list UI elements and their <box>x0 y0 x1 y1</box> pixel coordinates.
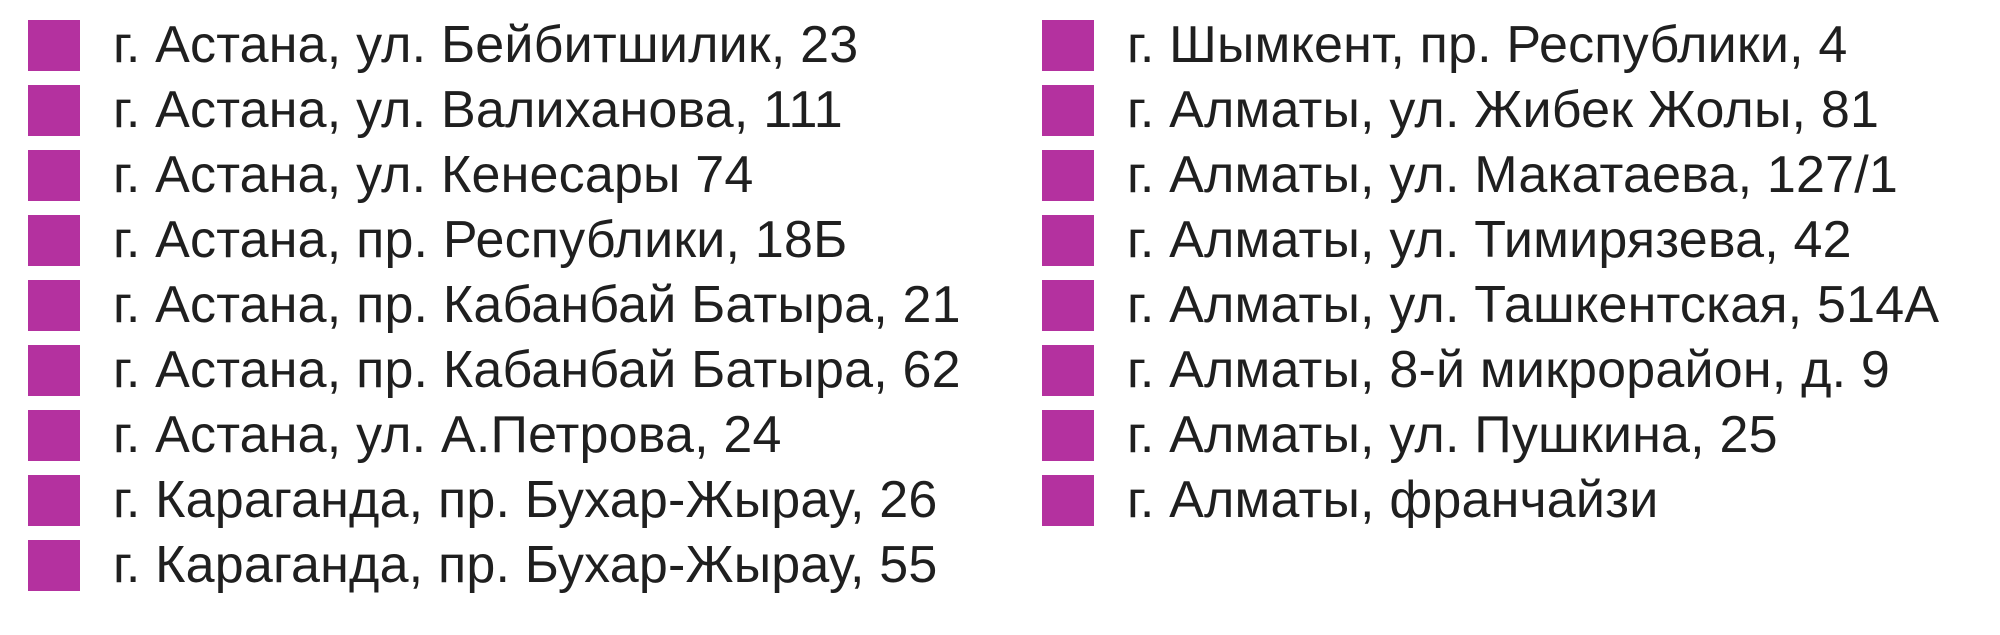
address-item: г. Караганда, пр. Бухар-Жырау, 55 <box>28 536 961 594</box>
bullet-square-icon <box>28 20 80 71</box>
address-label: г. Астана, пр. Кабанбай Батыра, 62 <box>113 341 961 399</box>
address-label: г. Караганда, пр. Бухар-Жырау, 26 <box>113 471 938 529</box>
address-label: г. Алматы, ул. Пушкина, 25 <box>1127 406 1778 464</box>
bullet-square-icon <box>28 410 80 461</box>
bullet-square-icon <box>1042 475 1094 526</box>
address-label: г. Астана, ул. Кенесары 74 <box>113 146 754 204</box>
bullet-square-icon <box>28 475 80 526</box>
address-item: г. Алматы, ул. Ташкентская, 514А <box>1042 276 1940 334</box>
bullet-square-icon <box>1042 345 1094 396</box>
bullet-square-icon <box>28 540 80 591</box>
address-item: г. Алматы, ул. Жибек Жолы, 81 <box>1042 81 1939 139</box>
address-label: г. Алматы, ул. Ташкентская, 514А <box>1127 276 1940 334</box>
bullet-square-icon <box>1042 20 1094 71</box>
address-item: г. Алматы, ул. Пушкина, 25 <box>1042 406 1939 464</box>
bullet-square-icon <box>1042 280 1094 331</box>
address-item: г. Алматы, ул. Тимирязева, 42 <box>1042 211 1939 269</box>
address-label: г. Караганда, пр. Бухар-Жырау, 55 <box>113 536 938 594</box>
address-item: г. Астана, ул. Бейбитшилик, 23 <box>28 16 961 74</box>
address-label: г. Алматы, ул. Макатаева, 127/1 <box>1127 146 1898 204</box>
address-label: г. Астана, ул. Бейбитшилик, 23 <box>113 16 859 74</box>
address-item: г. Астана, ул. Кенесары 74 <box>28 146 961 204</box>
address-item: г. Алматы, ул. Макатаева, 127/1 <box>1042 146 1939 204</box>
address-label: г. Астана, пр. Республики, 18Б <box>113 211 848 269</box>
address-item: г. Астана, ул. Валиханова, 111 <box>28 81 961 139</box>
address-label: г. Шымкент, пр. Республики, 4 <box>1127 16 1848 74</box>
address-label: г. Астана, ул. Валиханова, 111 <box>113 81 843 139</box>
address-item: г. Астана, пр. Республики, 18Б <box>28 211 961 269</box>
address-column-left: г. Астана, ул. Бейбитшилик, 23 г. Астана… <box>28 16 961 605</box>
address-item: г. Караганда, пр. Бухар-Жырау, 26 <box>28 471 961 529</box>
address-item: г. Астана, ул. А.Петрова, 24 <box>28 406 961 464</box>
bullet-square-icon <box>28 85 80 136</box>
address-item: г. Алматы, франчайзи <box>1042 471 1939 529</box>
bullet-square-icon <box>1042 410 1094 461</box>
address-label: г. Алматы, 8-й микрорайон, д. 9 <box>1127 341 1891 399</box>
bullet-square-icon <box>28 345 80 396</box>
address-item: г. Астана, пр. Кабанбай Батыра, 62 <box>28 341 961 399</box>
address-label: г. Астана, пр. Кабанбай Батыра, 21 <box>113 276 961 334</box>
address-label: г. Алматы, ул. Жибек Жолы, 81 <box>1127 81 1880 139</box>
bullet-square-icon <box>28 215 80 266</box>
address-item: г. Шымкент, пр. Республики, 4 <box>1042 16 1939 74</box>
address-column-right: г. Шымкент, пр. Республики, 4 г. Алматы,… <box>1042 16 1940 540</box>
bullet-square-icon <box>1042 85 1094 136</box>
address-item: г. Астана, пр. Кабанбай Батыра, 21 <box>28 276 961 334</box>
address-item: г. Алматы, 8-й микрорайон, д. 9 <box>1042 341 1939 399</box>
bullet-square-icon <box>1042 150 1094 201</box>
bullet-square-icon <box>28 280 80 331</box>
bullet-square-icon <box>1042 215 1094 266</box>
address-label: г. Алматы, ул. Тимирязева, 42 <box>1127 211 1852 269</box>
address-label: г. Алматы, франчайзи <box>1127 471 1659 529</box>
bullet-square-icon <box>28 150 80 201</box>
address-label: г. Астана, ул. А.Петрова, 24 <box>113 406 782 464</box>
